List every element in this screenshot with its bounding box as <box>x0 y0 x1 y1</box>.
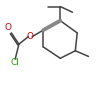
Text: O: O <box>27 32 34 41</box>
Text: O: O <box>4 23 11 32</box>
Text: Cl: Cl <box>11 58 20 67</box>
